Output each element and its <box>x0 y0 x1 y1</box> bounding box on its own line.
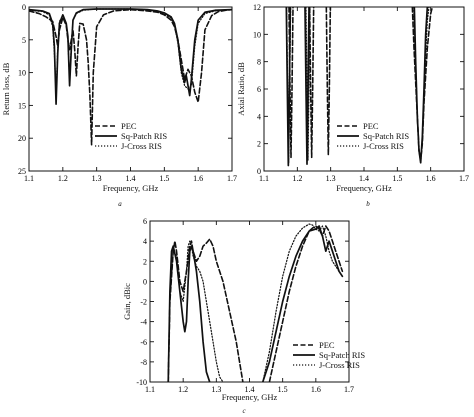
panel-label: a <box>118 200 122 208</box>
series-line-pec <box>288 7 434 161</box>
legend-label: Sq-Patch RIS <box>121 131 167 141</box>
x-tick-label: 1.6 <box>193 174 203 183</box>
x-tick-label: 1.4 <box>359 174 369 183</box>
y-tick-label: -8 <box>140 358 147 367</box>
x-tick-label: 1.4 <box>245 385 255 394</box>
x-tick-label: 1.1 <box>259 174 269 183</box>
legend-label: J-Cross RIS <box>319 360 360 370</box>
y-tick-label: 5 <box>22 36 26 45</box>
x-tick-label: 1.4 <box>126 174 136 183</box>
y-tick-label: 0 <box>143 277 147 286</box>
series-line-sq-patch-ris <box>167 225 344 382</box>
y-tick-label: 15 <box>18 101 26 110</box>
legend-label: Sq-Patch RIS <box>363 131 409 141</box>
chart-panel-c: 1.1 1.2 1.3 1.4 1.5 1.6 1.7 -10 -8 -6 -4 -2 0 2 4 6 Freq… <box>122 217 365 415</box>
data-area <box>29 8 232 146</box>
y-axis-title: Axial Ratio, dB <box>236 62 246 116</box>
series-line-pec <box>167 225 344 382</box>
chart-panel-b: 1.1 1.2 1.3 1.4 1.5 1.6 1.7 0 2 4 6 8 10 12 Frequency,… <box>236 3 469 208</box>
chart-panel-a: 1.1 1.2 1.3 1.4 1.5 1.6 1.7 0 5 10 15 20 25 Frequency… <box>1 3 237 208</box>
x-tick-label: 1.2 <box>58 174 68 183</box>
panel-label: b <box>366 200 370 208</box>
y-tick-label: 8 <box>257 58 261 67</box>
y-tick-label: -2 <box>140 298 147 307</box>
x-tick-label: 1.5 <box>278 385 288 394</box>
y-tick-label: 6 <box>257 85 261 94</box>
y-tick-label: 0 <box>22 3 26 12</box>
x-tick-label: 1.1 <box>24 174 34 183</box>
x-tick-label: 1.3 <box>92 174 102 183</box>
x-tick-label: 1.5 <box>159 174 169 183</box>
x-axis-title: Frequency, GHz <box>336 183 392 193</box>
legend-label: J-Cross RIS <box>121 141 162 151</box>
y-tick-label: -10 <box>136 378 147 387</box>
data-area <box>167 223 344 382</box>
y-tick-label: 25 <box>18 167 26 176</box>
y-tick-label: 2 <box>257 140 261 149</box>
legend-label: Sq-Patch RIS <box>319 350 365 360</box>
x-tick-label: 1.3 <box>211 385 221 394</box>
series-line-pec <box>29 8 232 146</box>
data-area <box>285 7 434 167</box>
series-line-j-cross-ris <box>29 8 232 97</box>
x-tick-label: 1.7 <box>344 385 354 394</box>
y-tick-label: -6 <box>140 338 147 347</box>
panel-label: c <box>242 407 246 415</box>
x-tick-label: 1.3 <box>326 174 336 183</box>
y-axis-title: Return loss, dB <box>1 62 11 115</box>
x-tick-label: 1.2 <box>292 174 302 183</box>
legend-label: J-Cross RIS <box>363 141 404 151</box>
legend-label: PEC <box>121 121 137 131</box>
y-tick-label: 2 <box>143 257 147 266</box>
y-tick-label: 6 <box>143 217 147 226</box>
x-tick-label: 1.1 <box>145 385 155 394</box>
x-tick-label: 1.7 <box>227 174 237 183</box>
x-tick-label: 1.5 <box>392 174 402 183</box>
y-tick-label: 0 <box>257 167 261 176</box>
x-axis-title: Frequency, GHz <box>222 392 278 402</box>
y-tick-label: 20 <box>18 134 26 143</box>
legend-label: PEC <box>363 121 379 131</box>
x-axis-title: Frequency, GHz <box>103 183 159 193</box>
y-tick-label: -4 <box>140 318 147 327</box>
x-tick-label: 1.6 <box>426 174 436 183</box>
y-tick-label: 4 <box>143 237 147 246</box>
x-tick-label: 1.7 <box>459 174 469 183</box>
legend-label: PEC <box>319 340 335 350</box>
series-line-j-cross-ris <box>167 223 343 382</box>
y-tick-label: 10 <box>18 69 26 78</box>
y-tick-label: 10 <box>253 30 261 39</box>
y-axis-title: Gain, dBic <box>122 283 132 320</box>
x-tick-label: 1.2 <box>178 385 188 394</box>
x-tick-label: 1.6 <box>311 385 321 394</box>
y-tick-label: 12 <box>253 3 261 12</box>
series-line-j-cross-ris <box>286 7 430 164</box>
y-tick-label: 4 <box>257 112 261 121</box>
